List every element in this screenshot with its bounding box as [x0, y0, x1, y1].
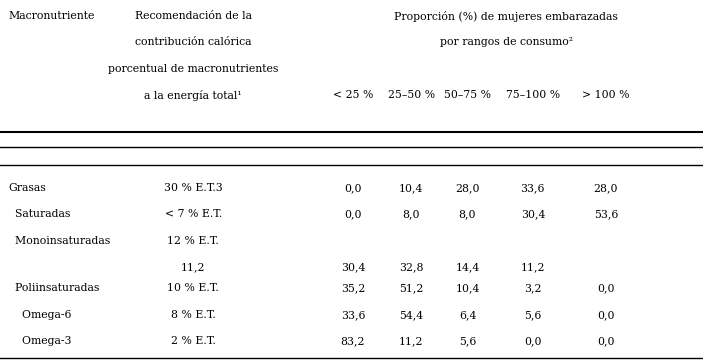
Text: Omega-6: Omega-6	[8, 310, 72, 320]
Text: Recomendación de la: Recomendación de la	[135, 11, 252, 21]
Text: 0,0: 0,0	[598, 310, 614, 320]
Text: 10 % E.T.: 10 % E.T.	[167, 283, 219, 294]
Text: 28,0: 28,0	[594, 183, 618, 193]
Text: Omega-3: Omega-3	[8, 336, 72, 346]
Text: 32,8: 32,8	[399, 262, 423, 272]
Text: 11,2: 11,2	[521, 262, 545, 272]
Text: 50–75 %: 50–75 %	[444, 90, 491, 100]
Text: Grasas: Grasas	[8, 183, 46, 193]
Text: > 100 %: > 100 %	[582, 90, 630, 100]
Text: Proporción (%) de mujeres embarazadas: Proporción (%) de mujeres embarazadas	[394, 11, 618, 22]
Text: 51,2: 51,2	[399, 283, 423, 294]
Text: a la energía total¹: a la energía total¹	[144, 90, 243, 101]
Text: 0,0: 0,0	[598, 283, 614, 294]
Text: Monoinsaturadas: Monoinsaturadas	[8, 236, 110, 246]
Text: 83,2: 83,2	[341, 336, 365, 346]
Text: 5,6: 5,6	[524, 310, 541, 320]
Text: 12 % E.T.: 12 % E.T.	[167, 236, 219, 246]
Text: 0,0: 0,0	[524, 336, 541, 346]
Text: 3,2: 3,2	[524, 283, 541, 294]
Text: 5,6: 5,6	[459, 336, 476, 346]
Text: Saturadas: Saturadas	[8, 209, 71, 219]
Text: 30,4: 30,4	[521, 209, 545, 219]
Text: 75–100 %: 75–100 %	[506, 90, 560, 100]
Text: 11,2: 11,2	[399, 336, 423, 346]
Text: 10,4: 10,4	[399, 183, 423, 193]
Text: 33,6: 33,6	[521, 183, 545, 193]
Text: porcentual de macronutrientes: porcentual de macronutrientes	[108, 64, 278, 74]
Text: < 25 %: < 25 %	[333, 90, 373, 100]
Text: 30,4: 30,4	[341, 262, 365, 272]
Text: 30 % E.T.3: 30 % E.T.3	[164, 183, 223, 193]
Text: 33,6: 33,6	[341, 310, 365, 320]
Text: contribución calórica: contribución calórica	[135, 37, 252, 47]
Text: 0,0: 0,0	[344, 183, 361, 193]
Text: 10,4: 10,4	[456, 283, 479, 294]
Text: 0,0: 0,0	[344, 209, 361, 219]
Text: por rangos de consumo²: por rangos de consumo²	[439, 37, 573, 47]
Text: 8 % E.T.: 8 % E.T.	[171, 310, 216, 320]
Text: 6,4: 6,4	[459, 310, 476, 320]
Text: 54,4: 54,4	[399, 310, 423, 320]
Text: 8,0: 8,0	[459, 209, 476, 219]
Text: 8,0: 8,0	[403, 209, 420, 219]
Text: 14,4: 14,4	[456, 262, 479, 272]
Text: Poliinsaturadas: Poliinsaturadas	[8, 283, 100, 294]
Text: 11,2: 11,2	[181, 262, 205, 272]
Text: 28,0: 28,0	[456, 183, 479, 193]
Text: 35,2: 35,2	[341, 283, 365, 294]
Text: 2 % E.T.: 2 % E.T.	[171, 336, 216, 346]
Text: 0,0: 0,0	[598, 336, 614, 346]
Text: < 7 % E.T.: < 7 % E.T.	[165, 209, 222, 219]
Text: 53,6: 53,6	[594, 209, 618, 219]
Text: 25–50 %: 25–50 %	[387, 90, 435, 100]
Text: Macronutriente: Macronutriente	[8, 11, 95, 21]
